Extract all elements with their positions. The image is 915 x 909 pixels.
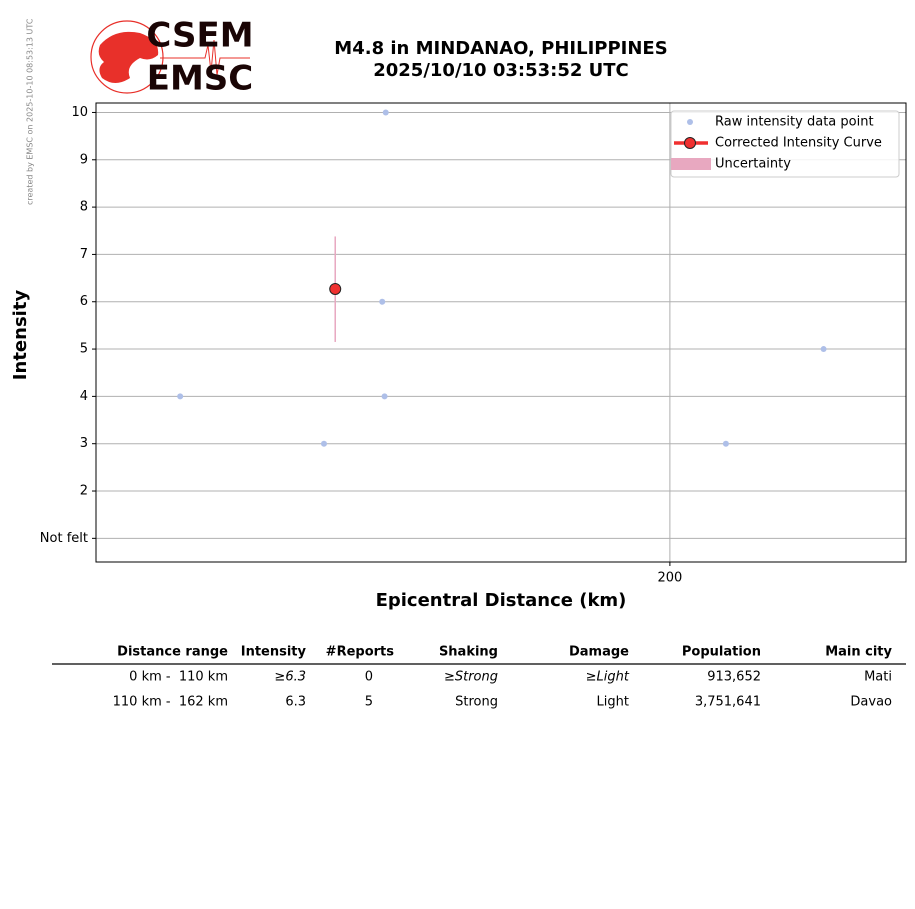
chart-subtitle: 2025/10/10 03:53:52 UTC (373, 60, 629, 81)
table-cell: 5 (365, 695, 373, 710)
table-header: Intensity (241, 645, 307, 660)
y-tick-label: 4 (80, 389, 88, 404)
table-header: Main city (825, 645, 892, 660)
table-header: Damage (569, 645, 629, 660)
watermark: created by EMSC on 2025-10-10 08:53:13 U… (26, 18, 35, 205)
table: Distance range Intensity #Reports Shaking Da… (52, 645, 906, 710)
table-cell: ≥Light (586, 670, 630, 685)
y-tick-label: 10 (71, 105, 88, 120)
corrected-point (329, 282, 342, 295)
legend-marker (684, 137, 696, 149)
legend-label: Uncertainty (715, 157, 791, 172)
y-tick-label: 2 (80, 484, 88, 499)
table-cell: 0 (365, 670, 373, 685)
legend-label: Corrected Intensity Curve (715, 136, 882, 151)
logo-text: CSEM (146, 16, 253, 56)
table-header: Population (682, 645, 761, 660)
y-tick-label: 8 (80, 200, 88, 215)
raw-point (382, 109, 389, 116)
logo-seismo (160, 39, 250, 76)
y-tick-label: 5 (80, 342, 88, 357)
chart-title: M4.8 in MINDANAO, PHILIPPINES (334, 38, 667, 59)
table-header: #Reports (326, 645, 395, 660)
y-tick-label: 3 (80, 436, 88, 451)
logo-map (98, 31, 159, 83)
logo-ring (90, 20, 164, 94)
table-cell: Davao (850, 695, 892, 710)
table-cell: 913,652 (707, 670, 761, 685)
x-axis-label: Epicentral Distance (km) (376, 590, 627, 611)
logo: CSEM EMSC (90, 16, 254, 99)
table-cell: Mati (864, 670, 892, 685)
table-cell: Light (597, 695, 629, 710)
y-tick-label: Not felt (40, 531, 88, 546)
y-axis-label: Intensity (10, 290, 31, 381)
plot-area: Not felt 2 3 4 5 6 7 8 9 10 200 Raw intensity data … (40, 102, 907, 586)
y-tick-label: 6 (80, 294, 88, 309)
table-cell: 3,751,641 (695, 695, 761, 710)
table-cell: 110 km - 162 km (113, 695, 228, 710)
plot-frame (95, 102, 907, 563)
table-cell: Strong (455, 695, 498, 710)
table-cell: 0 km - 110 km (129, 670, 228, 685)
x-tick-label: 200 (657, 571, 682, 586)
raw-point (722, 440, 729, 447)
legend-marker (671, 158, 711, 170)
y-tick-label: 9 (80, 152, 88, 167)
table-cell: 6.3 (285, 695, 306, 710)
legend-marker (687, 119, 693, 125)
logo-text: EMSC (147, 59, 254, 99)
table-cell: ≥Strong (444, 670, 498, 685)
legend-box (670, 110, 900, 178)
legend-label: Raw intensity data point (715, 115, 874, 130)
raw-point (381, 393, 388, 400)
raw-point (177, 393, 184, 400)
table-cell: ≥6.3 (274, 670, 306, 685)
table-header: Shaking (439, 645, 498, 660)
raw-point (320, 440, 327, 447)
raw-point (379, 298, 386, 305)
y-tick-label: 7 (80, 247, 88, 262)
raw-point (820, 346, 827, 353)
table-header: Distance range (117, 645, 228, 660)
